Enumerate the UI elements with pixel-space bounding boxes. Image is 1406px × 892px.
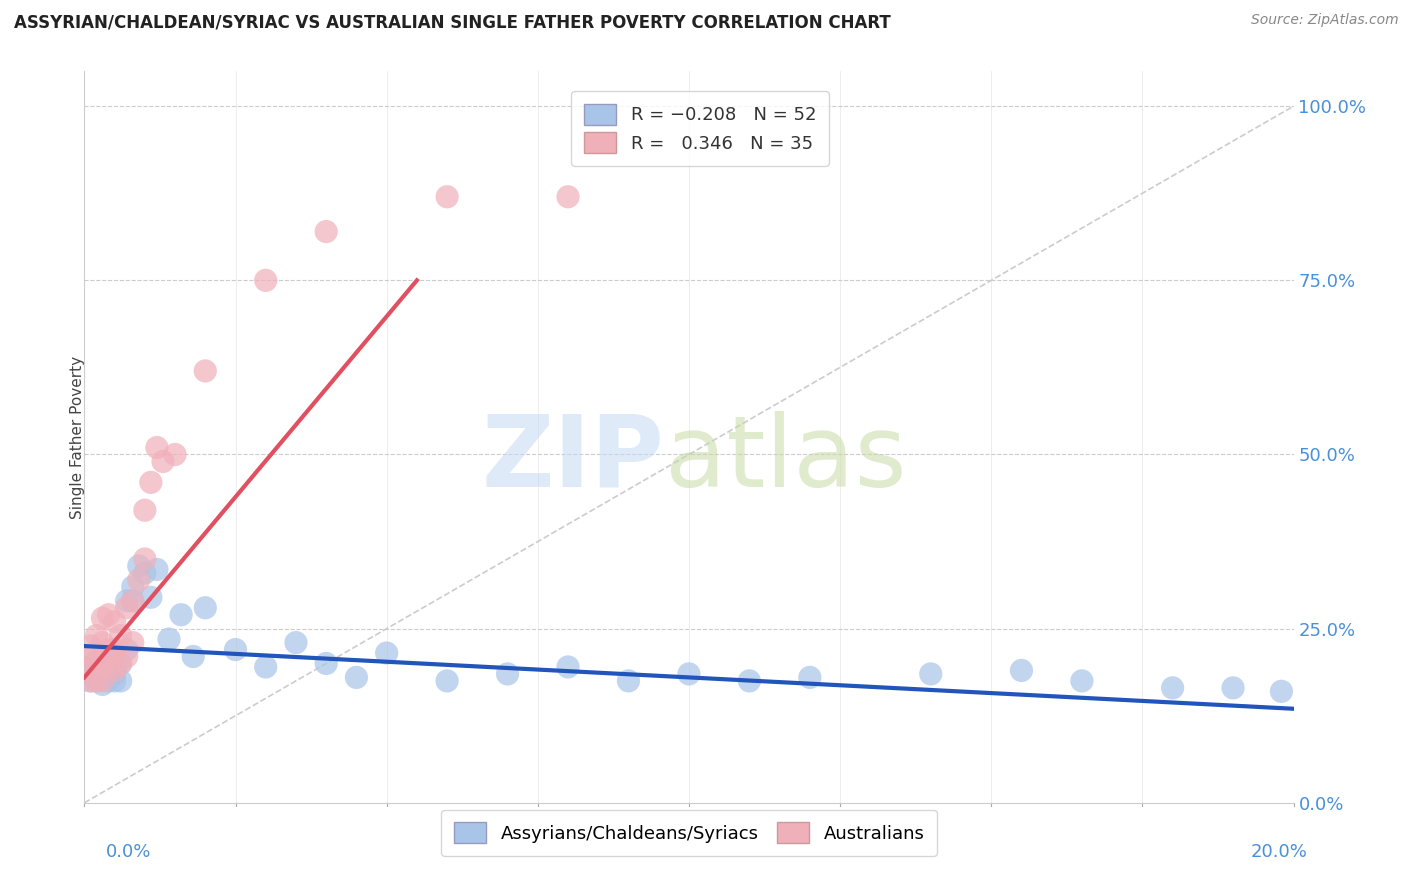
Point xyxy=(139,591,162,605)
Point xyxy=(146,562,169,576)
Text: Source: ZipAtlas.com: Source: ZipAtlas.com xyxy=(1251,13,1399,28)
Point xyxy=(86,673,108,688)
Point xyxy=(194,600,217,615)
Point xyxy=(1222,681,1244,695)
Point xyxy=(436,190,458,204)
Point xyxy=(139,475,162,490)
Point xyxy=(91,611,114,625)
Point xyxy=(557,660,579,674)
Point xyxy=(254,660,277,674)
Point xyxy=(97,667,120,681)
Point xyxy=(194,364,217,378)
Point xyxy=(86,667,108,681)
Point xyxy=(121,580,143,594)
Point xyxy=(91,635,114,649)
Point xyxy=(115,594,138,608)
Point xyxy=(121,594,143,608)
Point xyxy=(91,670,114,684)
Point xyxy=(121,635,143,649)
Point xyxy=(285,635,308,649)
Text: ASSYRIAN/CHALDEAN/SYRIAC VS AUSTRALIAN SINGLE FATHER POVERTY CORRELATION CHART: ASSYRIAN/CHALDEAN/SYRIAC VS AUSTRALIAN S… xyxy=(14,13,891,31)
Y-axis label: Single Father Poverty: Single Father Poverty xyxy=(70,356,84,518)
Point xyxy=(104,667,127,681)
Point xyxy=(134,566,156,580)
Point xyxy=(617,673,640,688)
Point xyxy=(128,558,150,573)
Point xyxy=(79,660,101,674)
Point xyxy=(86,660,108,674)
Point xyxy=(254,273,277,287)
Point xyxy=(91,673,114,688)
Point xyxy=(170,607,193,622)
Point xyxy=(104,660,127,674)
Point xyxy=(91,657,114,671)
Point xyxy=(79,673,101,688)
Point xyxy=(557,190,579,204)
Point xyxy=(121,594,143,608)
Point xyxy=(1071,673,1094,688)
Point xyxy=(152,454,174,468)
Point xyxy=(97,649,120,664)
Point xyxy=(110,657,132,671)
Text: 0.0%: 0.0% xyxy=(105,843,150,861)
Point xyxy=(97,660,120,674)
Legend: Assyrians/Chaldeans/Syriacs, Australians: Assyrians/Chaldeans/Syriacs, Australians xyxy=(441,810,936,856)
Point xyxy=(97,642,120,657)
Point xyxy=(79,667,101,681)
Point xyxy=(86,653,108,667)
Point xyxy=(181,649,204,664)
Point xyxy=(110,657,132,671)
Point xyxy=(165,448,187,462)
Point xyxy=(1011,664,1033,678)
Point xyxy=(91,664,114,678)
Point xyxy=(110,629,132,643)
Point xyxy=(97,660,120,674)
Point xyxy=(86,629,108,643)
Point xyxy=(97,607,120,622)
Point xyxy=(134,552,156,566)
Point xyxy=(79,649,101,664)
Point xyxy=(79,639,101,653)
Text: ZIP: ZIP xyxy=(482,410,665,508)
Point xyxy=(346,670,368,684)
Point xyxy=(115,649,138,664)
Point xyxy=(678,667,700,681)
Point xyxy=(920,667,942,681)
Point xyxy=(79,673,101,688)
Point xyxy=(79,660,101,674)
Point xyxy=(146,441,169,455)
Point xyxy=(104,615,127,629)
Point xyxy=(110,673,132,688)
Point xyxy=(86,673,108,688)
Point xyxy=(799,670,821,684)
Point xyxy=(86,657,108,671)
Point xyxy=(128,573,150,587)
Point xyxy=(315,657,337,671)
Point xyxy=(1161,681,1184,695)
Point xyxy=(104,642,127,657)
Point xyxy=(375,646,398,660)
Point xyxy=(436,673,458,688)
Point xyxy=(91,677,114,691)
Text: 20.0%: 20.0% xyxy=(1251,843,1308,861)
Point xyxy=(97,673,120,688)
Point xyxy=(104,646,127,660)
Point xyxy=(115,600,138,615)
Point xyxy=(496,667,519,681)
Text: atlas: atlas xyxy=(665,410,907,508)
Point xyxy=(225,642,247,657)
Point xyxy=(315,225,337,239)
Point xyxy=(134,503,156,517)
Point xyxy=(738,673,761,688)
Point xyxy=(157,632,180,646)
Point xyxy=(115,642,138,657)
Point xyxy=(104,673,127,688)
Point xyxy=(104,664,127,678)
Point xyxy=(91,657,114,671)
Point xyxy=(1270,684,1292,698)
